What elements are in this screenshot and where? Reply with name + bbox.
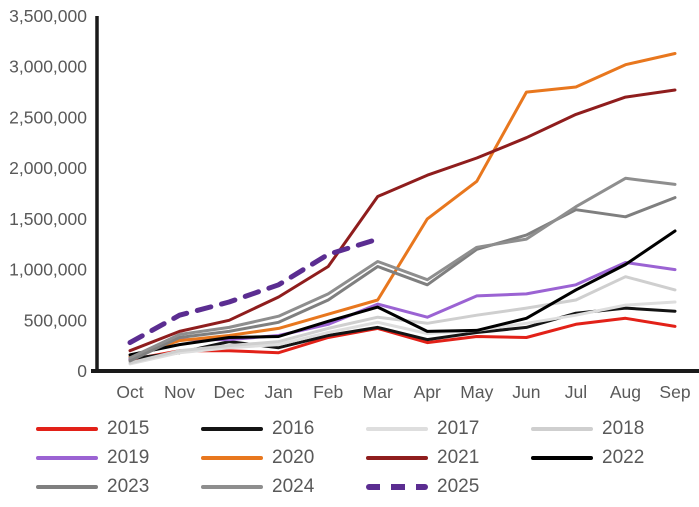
series-line-2022 [128, 229, 677, 357]
legend-swatch-2022 [531, 456, 593, 460]
y-axis-tick-label: 0 [77, 361, 87, 381]
x-axis-month-label: Oct [116, 382, 143, 402]
legend-item-2017: 2017 [366, 418, 521, 440]
legend-swatch-2019 [36, 456, 98, 460]
legend-label-2022: 2022 [602, 447, 645, 468]
y-axis-tick-label: 3,500,000 [9, 6, 87, 26]
x-axis-month-label: Jul [565, 382, 587, 402]
legend-swatch-2017 [366, 427, 428, 431]
series-line-2017 [128, 300, 677, 366]
legend: 2015 2016 2017 2018 2019 2020 2021 2022 2023 2024… [36, 418, 686, 498]
legend-label-2023: 2023 [107, 476, 150, 497]
legend-item-2015: 2015 [36, 418, 191, 440]
legend-label-2024: 2024 [272, 476, 315, 497]
legend-item-2016: 2016 [201, 418, 356, 440]
y-axis-tick-label: 3,000,000 [9, 57, 87, 77]
x-axis-month-label: Jan [265, 382, 293, 402]
x-axis-month-label: Mar [363, 382, 393, 402]
legend-label-2019: 2019 [107, 447, 150, 468]
series-line-2020 [128, 52, 677, 359]
legend-swatch-2018 [531, 427, 593, 431]
y-axis-tick-label: 2,500,000 [9, 107, 87, 127]
legend-item-2024: 2024 [201, 476, 356, 498]
legend-label-2016: 2016 [272, 418, 315, 439]
y-axis-tick-label: 2,000,000 [9, 158, 87, 178]
legend-item-2022: 2022 [531, 447, 686, 469]
x-axis-month-label: Dec [214, 382, 245, 402]
legend-item-2018: 2018 [531, 418, 686, 440]
series-line-2015 [128, 316, 677, 362]
legend-item-2020: 2020 [201, 447, 356, 469]
x-axis-month-label: Feb [313, 382, 343, 402]
legend-item-2025: 2025 [366, 476, 521, 498]
series-line-2023 [128, 196, 677, 363]
y-axis-tick-label: 500,000 [24, 310, 88, 330]
legend-swatch-2020 [201, 456, 263, 460]
line-chart: 0 500,000 1,000,000 1,500,000 2,000,000 2,500… [9, 6, 699, 402]
legend-label-2021: 2021 [437, 447, 480, 468]
legend-item-2019: 2019 [36, 447, 191, 469]
x-axis-month-label: Nov [164, 382, 195, 402]
legend-label-2015: 2015 [107, 418, 150, 439]
legend-swatch-2023 [36, 485, 98, 489]
series-line-2021 [128, 88, 677, 353]
x-axis-month-label: Apr [414, 382, 441, 402]
y-axis-tick-label: 1,500,000 [9, 209, 87, 229]
legend-item-2023: 2023 [36, 476, 191, 498]
series-line-2024 [128, 176, 677, 360]
legend-swatch-2021 [366, 456, 428, 460]
x-axis-month-label: May [460, 382, 493, 402]
legend-swatch-2016 [201, 427, 263, 431]
legend-label-2018: 2018 [602, 418, 645, 439]
x-axis-month-label: Jun [512, 382, 540, 402]
x-axis-month-label: Sep [659, 382, 690, 402]
legend-label-2017: 2017 [437, 418, 480, 439]
legend-swatch-2024 [201, 485, 263, 489]
legend-label-2025: 2025 [437, 476, 480, 497]
y-axis-tick-label: 1,000,000 [9, 260, 87, 280]
legend-label-2020: 2020 [272, 447, 315, 468]
legend-swatch-2025 [366, 484, 428, 490]
series-line-2025 [127, 236, 381, 346]
legend-swatch-2015 [36, 427, 98, 431]
legend-item-2021: 2021 [366, 447, 521, 469]
x-axis-month-label: Aug [610, 382, 641, 402]
